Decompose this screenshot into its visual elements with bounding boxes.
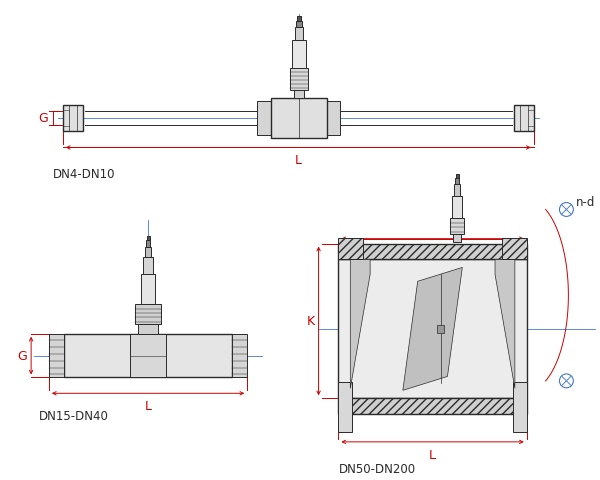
Bar	[295, 27, 303, 41]
Text: n-d: n-d	[577, 196, 596, 209]
Bar	[63, 106, 83, 132]
Bar	[64, 334, 232, 378]
Polygon shape	[350, 260, 370, 388]
Bar	[502, 238, 527, 260]
Text: G: G	[17, 349, 27, 362]
Text: L: L	[295, 154, 302, 167]
Circle shape	[559, 203, 574, 217]
Bar	[338, 244, 527, 260]
Bar	[232, 334, 247, 378]
Bar	[146, 236, 149, 240]
Bar	[145, 247, 151, 257]
Bar	[514, 106, 533, 132]
Polygon shape	[495, 260, 515, 388]
Bar	[292, 41, 306, 69]
Bar	[454, 185, 460, 197]
Bar	[138, 324, 158, 334]
Bar	[294, 91, 304, 99]
Bar	[338, 383, 352, 432]
Bar	[297, 17, 301, 22]
Text: DN15-DN40: DN15-DN40	[39, 409, 109, 422]
Bar	[452, 197, 463, 218]
Polygon shape	[403, 268, 463, 391]
Text: K: K	[307, 315, 314, 328]
Text: L: L	[429, 448, 436, 461]
Bar	[454, 234, 461, 242]
Bar	[146, 240, 150, 247]
Bar	[451, 218, 464, 234]
Bar	[135, 304, 161, 324]
Text: DN50-DN200: DN50-DN200	[338, 462, 416, 475]
Bar	[437, 325, 445, 333]
Text: G: G	[38, 112, 48, 125]
Bar	[326, 102, 340, 135]
Circle shape	[559, 374, 574, 388]
Bar	[141, 275, 155, 304]
Bar	[338, 260, 527, 398]
Bar	[130, 334, 166, 378]
Bar	[143, 257, 153, 275]
Text: L: L	[145, 399, 152, 412]
Bar	[49, 334, 64, 378]
Bar	[513, 383, 527, 432]
Bar	[290, 69, 308, 91]
Text: DN4-DN10: DN4-DN10	[53, 168, 115, 181]
Bar	[455, 179, 460, 185]
Bar	[296, 22, 302, 27]
Bar	[257, 102, 271, 135]
Bar	[338, 398, 527, 414]
Bar	[456, 175, 459, 179]
Bar	[338, 238, 363, 260]
Bar	[271, 99, 326, 138]
